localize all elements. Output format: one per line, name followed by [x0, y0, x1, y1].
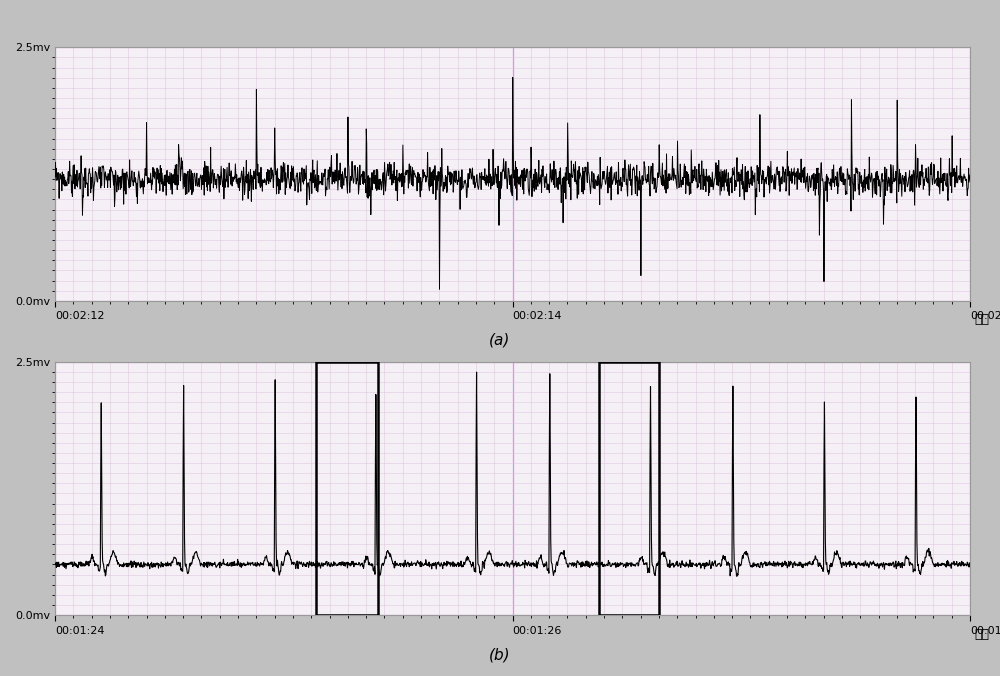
Bar — [599, 362, 659, 615]
Text: (b): (b) — [489, 648, 511, 662]
Text: 时长: 时长 — [975, 314, 990, 327]
Text: 时长: 时长 — [975, 628, 990, 641]
Bar — [316, 362, 378, 615]
Text: (a): (a) — [489, 333, 511, 347]
